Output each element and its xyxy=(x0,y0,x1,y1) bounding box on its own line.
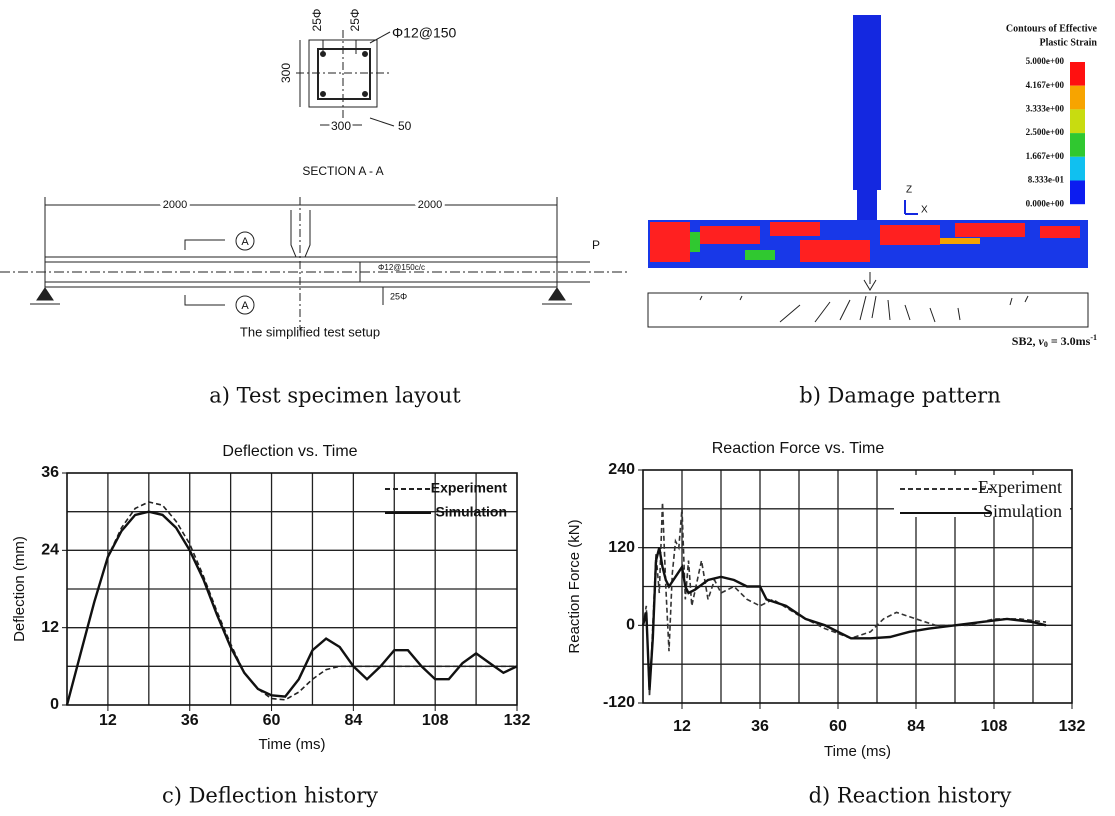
legend-swatch xyxy=(1070,109,1085,134)
x-tick-label: 84 xyxy=(907,718,925,735)
y-axis-label: Deflection (mm) xyxy=(11,536,28,642)
x-axis-label: Time (ms) xyxy=(824,743,891,760)
legend-swatch xyxy=(1070,85,1085,110)
legend-title: Contours of Effective xyxy=(1006,23,1098,34)
legend-label: 8.333e-01 xyxy=(1028,175,1065,185)
legend-label: Simulation xyxy=(435,504,507,520)
legend-label: 0.000e+00 xyxy=(1026,198,1065,208)
section-title: SECTION A - A xyxy=(302,164,383,178)
legend-label: 5.000e+00 xyxy=(1026,56,1065,66)
x-tick-label: 108 xyxy=(422,712,449,729)
axis-label: Z xyxy=(906,185,912,196)
y-tick-label: 12 xyxy=(41,619,59,636)
legend-swatch xyxy=(1070,62,1085,86)
caption: c) Deflection history xyxy=(162,784,378,808)
y-tick-label: 120 xyxy=(608,539,635,556)
specimen-sup: -1 xyxy=(1090,333,1097,342)
bar-label: 25Φ xyxy=(310,9,324,32)
legend-swatch xyxy=(1070,156,1085,181)
caption: d) Reaction history xyxy=(809,784,1012,808)
panel-a-drawing xyxy=(0,30,630,330)
height-label: 300 xyxy=(279,63,293,83)
plot-frame xyxy=(642,469,1073,704)
x-tick-label: 12 xyxy=(673,718,691,735)
axis-label: X xyxy=(921,205,928,216)
specimen-rest: = 3.0ms xyxy=(1048,334,1091,348)
span-label: 2000 xyxy=(163,199,187,211)
legend-label: Experiment xyxy=(431,480,508,496)
load-label: P xyxy=(592,238,600,252)
series-line xyxy=(642,502,1047,697)
series-line xyxy=(66,501,517,706)
y-tick-label: 36 xyxy=(41,464,59,481)
x-tick-label: 36 xyxy=(181,712,199,729)
x-tick-label: 132 xyxy=(1059,718,1086,735)
bar-label: 25Φ xyxy=(390,291,407,301)
y-tick-label: 0 xyxy=(50,696,59,713)
x-tick-label: 12 xyxy=(99,712,117,729)
legend-label: 4.167e+00 xyxy=(1026,80,1065,90)
panel-b-drawing xyxy=(647,15,1089,328)
legend-label: 1.667e+00 xyxy=(1026,151,1065,161)
width-label: 300 xyxy=(331,119,351,133)
y-tick-label: 24 xyxy=(41,542,59,559)
x-tick-label: 36 xyxy=(751,718,769,735)
section-mark: A xyxy=(241,236,249,248)
legend-label: 3.333e+00 xyxy=(1026,103,1065,113)
x-tick-label: 132 xyxy=(504,712,531,729)
x-axis-label: Time (ms) xyxy=(259,736,326,753)
plot-frame xyxy=(66,472,518,706)
specimen-sub: 0 xyxy=(1044,340,1048,349)
x-tick-label: 108 xyxy=(981,718,1008,735)
stirrup-label: Φ12@150 xyxy=(392,25,457,41)
legend-title: Plastic Strain xyxy=(1040,37,1098,48)
chart-title: Reaction Force vs. Time xyxy=(712,440,885,457)
y-tick-label: 0 xyxy=(626,617,635,634)
y-tick-label: -120 xyxy=(603,694,635,711)
legend-label: Experiment xyxy=(978,477,1062,497)
specimen-label: SB2, v0 = 3.0ms-1 xyxy=(1012,333,1097,349)
series-line xyxy=(641,547,1047,691)
y-tick-label: 240 xyxy=(608,461,635,478)
legend-label: Simulation xyxy=(983,501,1062,521)
setup-title: The simplified test setup xyxy=(240,324,380,339)
caption: a) Test specimen layout xyxy=(209,384,461,408)
x-tick-label: 60 xyxy=(263,712,281,729)
y-axis-label: Reaction Force (kN) xyxy=(566,519,583,653)
specimen-var: v xyxy=(1038,334,1044,348)
section-mark: A xyxy=(241,300,249,312)
cover-label: 50 xyxy=(398,119,412,133)
legend-swatch xyxy=(1070,133,1085,157)
series-line xyxy=(65,510,518,706)
x-tick-label: 60 xyxy=(829,718,847,735)
bar-label: 25Φ xyxy=(348,9,362,32)
chart-title: Deflection vs. Time xyxy=(222,443,357,460)
strain-legend: 5.000e+00 4.167e+00 3.333e+00 2.500e+00 1.66… xyxy=(1026,56,1085,208)
specimen-name: SB2, xyxy=(1012,334,1039,348)
legend-box xyxy=(894,475,1070,517)
caption: b) Damage pattern xyxy=(799,384,1000,408)
x-tick-label: 84 xyxy=(344,712,362,729)
span-label: 2000 xyxy=(418,199,442,211)
legend-swatch xyxy=(1070,180,1085,205)
legend-label: 2.500e+00 xyxy=(1026,127,1065,137)
stirrup-label: Φ12@150c/c xyxy=(378,263,425,272)
